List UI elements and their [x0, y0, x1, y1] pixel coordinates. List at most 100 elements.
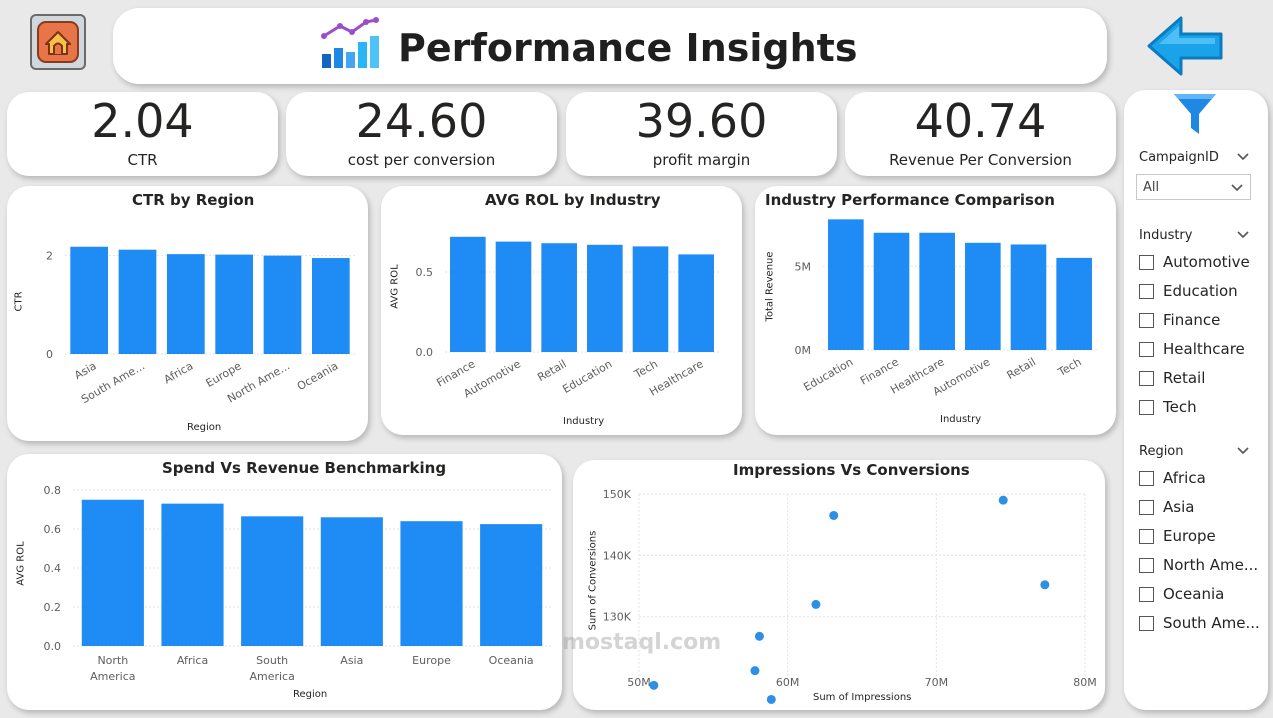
- kpi-value: 2.04: [91, 94, 194, 148]
- x-tick-label: Asia: [340, 654, 363, 667]
- bar: [161, 503, 224, 646]
- slicer-item-education[interactable]: Education: [1139, 282, 1267, 300]
- x-axis-label: Industry: [563, 416, 605, 427]
- chart-title: Industry Performance Comparison: [765, 191, 1055, 209]
- slicer-item-healthcare[interactable]: Healthcare: [1139, 340, 1267, 358]
- bar: [632, 246, 669, 352]
- checkbox[interactable]: [1139, 615, 1154, 631]
- x-tick-label: Africa: [177, 654, 208, 667]
- chevron-down-icon[interactable]: [1236, 230, 1250, 240]
- checkbox[interactable]: [1139, 283, 1154, 299]
- scatter-point: [750, 666, 760, 676]
- x-tick-label: South: [256, 654, 288, 667]
- slicer-item-north-america[interactable]: North Ame...: [1139, 556, 1267, 574]
- chevron-down-icon[interactable]: [1236, 152, 1250, 162]
- x-tick-label: Tech: [631, 357, 660, 381]
- y-tick-label: 5M: [795, 260, 812, 273]
- slicer-item-oceania[interactable]: Oceania: [1139, 585, 1267, 603]
- chart-title: AVG ROL by Industry: [485, 191, 661, 209]
- checkbox[interactable]: [1139, 557, 1154, 573]
- slicer-item-label: Asia: [1163, 498, 1195, 516]
- kpi-card-ctr: 2.04 CTR: [7, 92, 278, 176]
- kpi-value: 24.60: [355, 94, 488, 148]
- bar: [118, 249, 157, 354]
- x-tick-label: Europe: [412, 654, 451, 667]
- bar: [1010, 244, 1047, 350]
- slicer-item-label: Oceania: [1163, 585, 1225, 603]
- home-button[interactable]: [30, 14, 86, 70]
- chevron-down-icon[interactable]: [1236, 446, 1250, 456]
- x-axis-label: Region: [187, 422, 222, 433]
- campaignid-dropdown[interactable]: All: [1136, 174, 1251, 200]
- kpi-label: Revenue Per Conversion: [889, 151, 1072, 169]
- chevron-down-icon: [1231, 184, 1243, 192]
- bar: [81, 499, 144, 646]
- slicer-item-africa[interactable]: Africa: [1139, 469, 1267, 487]
- bar: [678, 254, 714, 352]
- chart-ctr-by-region: CTR by Region 0 2 Asia South Ame... Africa Eu…: [7, 186, 368, 441]
- kpi-card-profit-margin: 39.60 profit margin: [566, 92, 837, 176]
- chart-spend-vs-revenue: Spend Vs Revenue Benchmarking 0.0 0.2 0.4 0…: [7, 454, 562, 710]
- y-axis-label: AVG ROL: [389, 264, 401, 309]
- x-tick-label: 60M: [776, 676, 800, 689]
- y-tick-label: 0.6: [44, 523, 62, 536]
- x-tick-label: Oceania: [489, 654, 534, 667]
- slicer-item-label: Finance: [1163, 311, 1221, 329]
- bar: [215, 254, 254, 354]
- checkbox[interactable]: [1139, 370, 1154, 386]
- bar: [587, 244, 623, 352]
- x-tick-label: Tech: [1055, 355, 1084, 379]
- chart-title: Impressions Vs Conversions: [733, 461, 970, 479]
- chart-plot: 0.0 0.2 0.4 0.6 0.8 North America Africa South Am…: [44, 484, 551, 683]
- slicer-item-asia[interactable]: Asia: [1139, 498, 1267, 516]
- slicer-item-label: Automotive: [1163, 253, 1250, 271]
- scatter-point: [766, 694, 776, 704]
- kpi-label: cost per conversion: [347, 151, 496, 169]
- scatter-point: [649, 680, 659, 690]
- slicer-item-tech[interactable]: Tech: [1139, 398, 1267, 416]
- x-tick-label: 80M: [1073, 676, 1097, 689]
- checkbox[interactable]: [1139, 586, 1154, 602]
- back-arrow-icon[interactable]: [1145, 14, 1227, 78]
- x-axis-label: Industry: [940, 414, 982, 425]
- bar: [450, 236, 486, 352]
- x-tick-label: North: [97, 654, 128, 667]
- slicer-item-europe[interactable]: Europe: [1139, 527, 1267, 545]
- checkbox[interactable]: [1139, 341, 1154, 357]
- bar-chart-icon: [321, 17, 379, 68]
- filter-panel: CampaignID All Industry Automotive Educa…: [1124, 90, 1268, 710]
- y-axis-label: Total Revenue: [764, 251, 776, 322]
- slicer-title-region: Region: [1139, 444, 1184, 459]
- slicer-item-finance[interactable]: Finance: [1139, 311, 1267, 329]
- slicer-item-label: Education: [1163, 282, 1238, 300]
- bar: [919, 232, 955, 350]
- chart-title: Spend Vs Revenue Benchmarking: [162, 459, 447, 477]
- bar: [241, 516, 304, 646]
- scatter-point: [754, 631, 764, 641]
- bar: [873, 232, 910, 350]
- checkbox[interactable]: [1139, 399, 1154, 415]
- kpi-label: profit margin: [652, 151, 751, 169]
- y-tick-label: 0: [46, 348, 53, 361]
- home-icon: [37, 21, 79, 63]
- slicer-item-retail[interactable]: Retail: [1139, 369, 1267, 387]
- slicer-item-label: Tech: [1163, 398, 1197, 416]
- watermark: mostaql.com: [562, 630, 722, 655]
- filter-funnel-icon: [1174, 94, 1216, 134]
- checkbox[interactable]: [1139, 254, 1154, 270]
- bar: [166, 254, 205, 354]
- slicer-item-automotive[interactable]: Automotive: [1139, 253, 1267, 271]
- slicer-item-label: South Ame...: [1163, 614, 1260, 632]
- dropdown-value: All: [1143, 180, 1160, 195]
- slicer-item-south-america[interactable]: South Ame...: [1139, 614, 1267, 632]
- slicer-item-label: Europe: [1163, 527, 1216, 545]
- y-tick-label: 0.2: [44, 601, 62, 614]
- chart-plot: 130K 140K 150K 50M 60M 70M 80M: [603, 488, 1097, 704]
- checkbox[interactable]: [1139, 528, 1154, 544]
- y-tick-label: 2: [46, 250, 53, 263]
- scatter-point: [811, 599, 821, 609]
- checkbox[interactable]: [1139, 312, 1154, 328]
- checkbox[interactable]: [1139, 470, 1154, 486]
- x-tick-label: America: [90, 670, 135, 683]
- checkbox[interactable]: [1139, 499, 1154, 515]
